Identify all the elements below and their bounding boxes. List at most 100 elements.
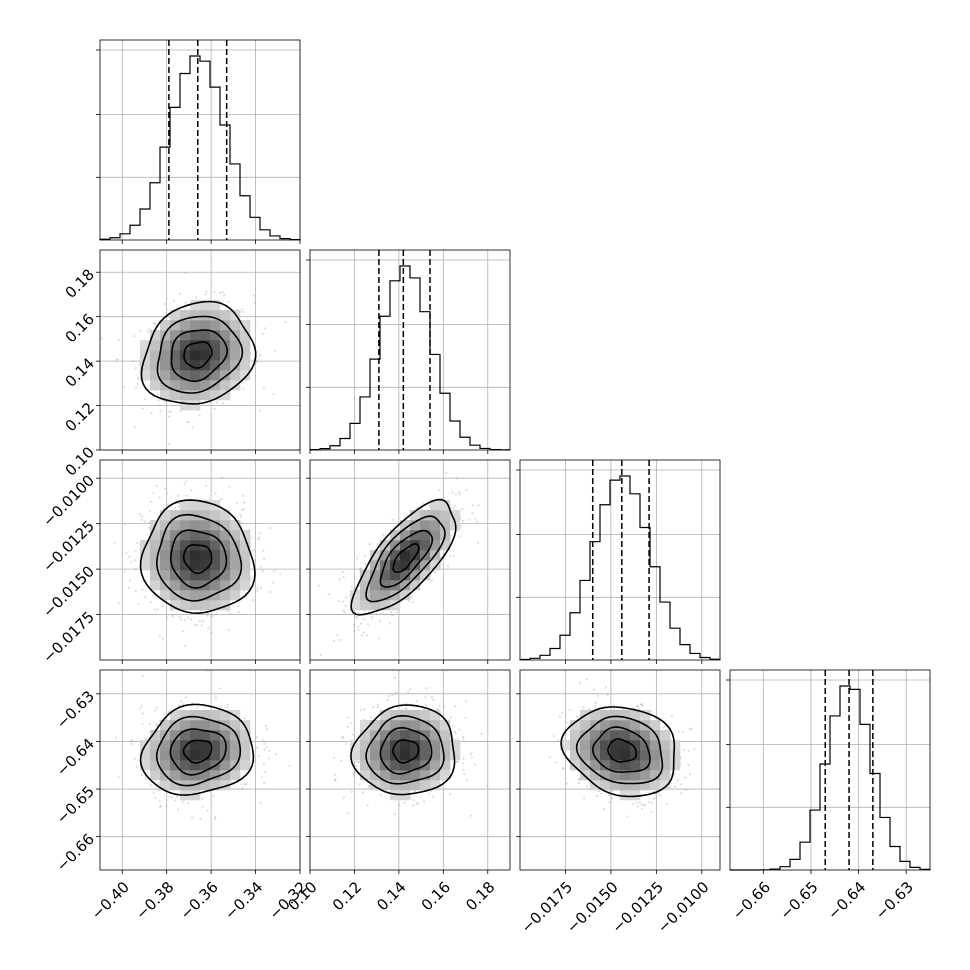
density-cell <box>590 710 601 721</box>
density-cell <box>610 720 621 731</box>
sample-point <box>124 522 127 526</box>
sample-point <box>239 513 242 516</box>
sample-point <box>180 618 183 621</box>
sample-point <box>229 612 232 616</box>
density-cell <box>220 560 231 571</box>
density-cell <box>590 760 601 771</box>
sample-point <box>343 611 346 614</box>
sample-point <box>394 692 397 695</box>
sample-point <box>470 756 473 759</box>
sample-point <box>261 333 264 336</box>
density-cell <box>420 570 431 581</box>
sample-point <box>254 759 257 762</box>
density-cell <box>210 590 221 601</box>
density-cell <box>170 780 181 791</box>
density-cell <box>440 770 451 781</box>
sample-point <box>140 518 143 522</box>
sample-point <box>269 590 272 594</box>
density-cell <box>180 390 191 401</box>
x-tick-label: −0.66 <box>729 878 774 923</box>
density-cell <box>430 780 441 791</box>
density-cell <box>240 730 251 741</box>
density-cell <box>230 520 241 531</box>
sample-point <box>150 500 153 503</box>
density-cell <box>410 520 421 531</box>
density-cell <box>400 770 411 781</box>
density-cell <box>390 710 401 721</box>
sample-point <box>253 549 256 552</box>
sample-point <box>366 804 369 807</box>
density-cell <box>430 510 441 521</box>
sample-point <box>688 728 692 731</box>
density-cell <box>210 510 221 521</box>
sample-point <box>462 738 465 741</box>
sample-point <box>201 805 204 809</box>
sample-point <box>210 631 213 634</box>
sample-point <box>347 812 350 815</box>
sample-point <box>190 489 193 492</box>
sample-point <box>179 292 182 295</box>
density-cell <box>430 760 441 771</box>
sample-point <box>455 477 458 480</box>
density-cell <box>650 740 661 751</box>
sample-point <box>359 709 362 712</box>
density-cell <box>390 560 401 571</box>
density-cell <box>650 760 661 771</box>
sample-point <box>265 725 268 728</box>
sample-point <box>650 810 653 813</box>
density-cell <box>230 580 241 591</box>
density-cell <box>180 740 191 751</box>
density-cell <box>190 310 201 321</box>
sample-point <box>261 775 264 778</box>
sample-point <box>454 730 457 733</box>
density-cell <box>420 740 431 751</box>
sample-point <box>240 521 243 525</box>
sample-point <box>185 480 188 483</box>
density-cell <box>630 760 641 771</box>
panel-frame <box>99 669 301 871</box>
density-cell <box>410 770 421 781</box>
sample-point <box>237 611 241 614</box>
sample-point <box>409 688 412 691</box>
sample-point <box>353 771 356 774</box>
sample-point <box>272 393 275 396</box>
density-cell <box>140 360 151 371</box>
density-cell <box>560 740 571 751</box>
sample-point <box>206 809 209 812</box>
sample-point <box>214 695 217 698</box>
density-cell <box>450 740 461 751</box>
sample-point <box>168 415 171 418</box>
sample-point <box>166 503 169 506</box>
sample-point <box>171 614 174 617</box>
joint-panel-3-1 <box>306 669 511 874</box>
sample-point <box>640 807 643 810</box>
sample-point <box>259 409 262 412</box>
density-cell <box>170 570 181 581</box>
density-cell <box>410 730 421 741</box>
y-tick-label: −0.66 <box>53 830 98 875</box>
sample-point <box>274 753 277 756</box>
density-cell <box>400 750 411 761</box>
contour-line <box>182 739 213 764</box>
y-tick-label: −0.64 <box>53 735 98 780</box>
density-cell <box>370 590 381 601</box>
sample-point <box>259 354 262 357</box>
sample-point <box>116 358 119 361</box>
density-cell <box>390 770 401 781</box>
panel-frame <box>519 459 721 661</box>
sample-point <box>223 294 226 297</box>
density-cell <box>220 520 231 531</box>
density-cell <box>180 730 191 741</box>
sample-point <box>141 723 144 726</box>
sample-point <box>610 797 614 800</box>
density-cell <box>420 710 431 721</box>
sample-point <box>263 782 266 785</box>
density-cell <box>620 770 631 781</box>
density-cell <box>380 580 391 591</box>
sample-point <box>456 760 459 763</box>
sample-point <box>138 512 141 516</box>
sample-point <box>262 739 265 742</box>
sample-point <box>262 762 265 765</box>
density-cell <box>190 370 201 381</box>
contour-line <box>392 542 420 573</box>
